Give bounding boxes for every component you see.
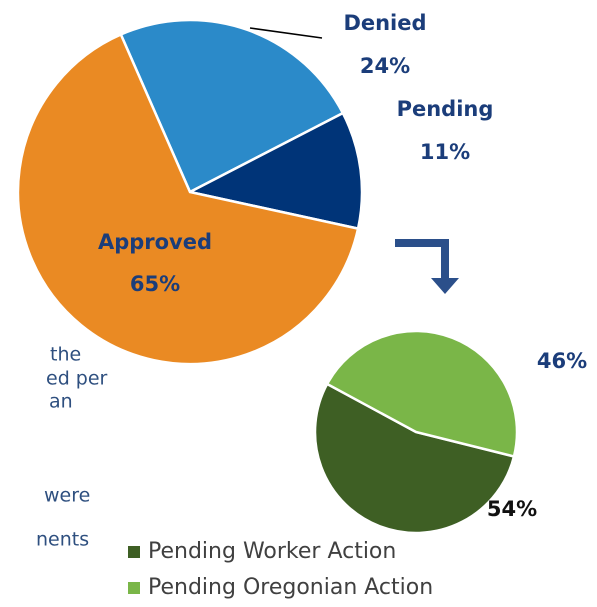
arrow	[395, 239, 449, 280]
pie-slice	[313, 382, 516, 535]
arrow-head	[431, 278, 459, 294]
slice-value: 11%	[420, 140, 470, 164]
side-text: nents	[36, 529, 89, 551]
leader-line	[249, 27, 323, 39]
legend-swatch	[128, 546, 140, 558]
legend-swatch	[128, 582, 140, 594]
legend-label: Pending Oregonian Action	[148, 575, 433, 600]
slice-name: Pending	[397, 97, 494, 121]
side-text: the	[50, 344, 81, 366]
side-text: an	[49, 391, 73, 413]
slice-value: 24%	[360, 54, 410, 78]
slice-value: 54%	[487, 497, 537, 521]
pie-slice	[16, 32, 360, 366]
slice-value: 46%	[537, 349, 587, 373]
side-text: ed per	[46, 368, 108, 390]
pie-slice	[186, 111, 364, 231]
side-text: were	[44, 485, 90, 507]
slice-name: Approved	[98, 230, 212, 254]
legend-label: Pending Worker Action	[148, 539, 396, 564]
pie-slice	[325, 329, 519, 458]
pie-slice	[119, 18, 345, 194]
slice-value: 65%	[130, 272, 180, 296]
slice-name: Denied	[343, 11, 426, 35]
